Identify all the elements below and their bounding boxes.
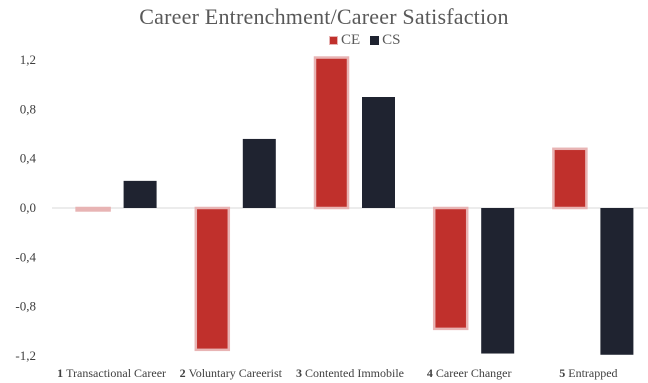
x-category-number: 5 xyxy=(559,366,568,380)
legend-swatch-ce xyxy=(329,35,338,45)
y-tick-label: 0,8 xyxy=(20,101,36,116)
x-category-label: 2 Voluntary Careerist xyxy=(180,366,283,380)
bar-cs-1 xyxy=(123,180,157,208)
chart-title: Career Entrenchment/Career Satisfaction xyxy=(139,4,509,29)
y-tick-label: -0,8 xyxy=(15,299,36,314)
x-category-label: 5 Entrapped xyxy=(559,366,617,380)
bar-cs-2 xyxy=(242,138,276,208)
legend-item-cs: CS xyxy=(370,31,401,49)
x-category-number: 3 xyxy=(296,366,305,380)
legend-swatch-cs xyxy=(370,35,380,45)
x-category-text: Entrapped xyxy=(568,366,617,380)
x-category-label: 4 Career Changer xyxy=(427,366,512,380)
bar-cs-5 xyxy=(600,208,634,355)
legend-label-cs: CS xyxy=(382,31,401,48)
bar-cs-3 xyxy=(362,97,395,208)
y-tick-label: -1,2 xyxy=(15,348,36,363)
x-category-text: Contented Immobile xyxy=(305,366,404,380)
bar-ce-1 xyxy=(75,206,111,212)
x-category-text: Voluntary Careerist xyxy=(189,366,283,380)
bar-ce-5 xyxy=(552,147,588,210)
y-tick-label: 1,2 xyxy=(20,52,36,67)
x-category-number: 4 xyxy=(427,366,436,380)
chart-legend: CE CS xyxy=(329,31,411,49)
legend-item-ce: CE xyxy=(329,32,360,49)
x-category-number: 2 xyxy=(180,366,189,380)
x-category-text: Career Changer xyxy=(436,366,512,380)
legend-label-ce: CE xyxy=(341,31,361,48)
x-category-label: 3 Contented Immobile xyxy=(296,366,404,380)
bar-ce-3 xyxy=(313,56,350,210)
y-tick-label: 0,4 xyxy=(20,151,37,166)
bar-cs-4 xyxy=(481,208,515,354)
bar-ce-2 xyxy=(194,206,231,352)
x-category-label: 1 Transactional Career xyxy=(57,366,166,380)
bar-ce-4 xyxy=(432,206,469,331)
x-category-number: 1 xyxy=(57,366,66,380)
x-category-text: Transactional Career xyxy=(66,366,166,380)
y-tick-label: 0,0 xyxy=(20,200,36,215)
y-tick-label: -0,4 xyxy=(15,249,36,264)
